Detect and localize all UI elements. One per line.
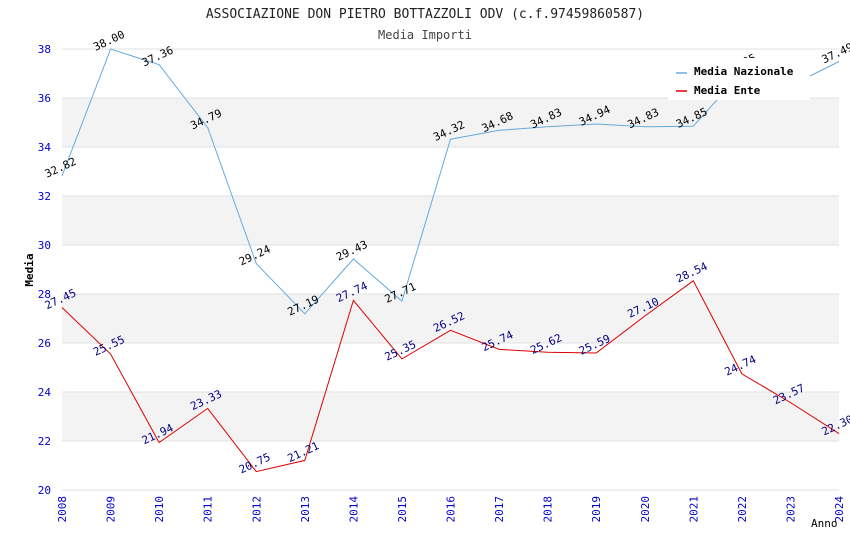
y-axis-ticks: 20 22 24 26 28 30 32 34 36 38 [38,43,52,497]
legend-label-media-ente: Media Ente [694,84,761,97]
chart-title: ASSOCIAZIONE DON PIETRO BOTTAZZOLI ODV (… [206,7,644,22]
x-tick-label: 2008 [56,496,69,523]
series-group [61,48,840,473]
x-tick-label: 2012 [250,496,263,523]
y-tick-label: 30 [38,239,51,252]
grid-band [62,441,839,490]
grid-bands [62,49,839,490]
x-tick-label: 2009 [105,496,118,523]
x-axis-ticks: 2008 2009 2010 2011 2012 2013 2014 2015 2016 2017… [56,496,846,523]
y-tick-label: 32 [38,190,51,203]
legend-background [668,58,810,100]
series-line-media-nazionale [61,48,840,315]
y-tick-label: 22 [38,435,51,448]
y-tick-label: 34 [38,141,52,154]
x-tick-label: 2022 [736,496,749,523]
y-tick-label: 26 [38,337,51,350]
x-tick-label: 2013 [299,496,312,523]
y-tick-label: 38 [38,43,51,56]
legend: Media Nazionale Media Ente [668,58,810,100]
x-tick-label: 2014 [347,496,360,523]
y-axis-label: Media [23,253,36,286]
y-tick-label: 20 [38,484,51,497]
x-tick-label: 2021 [687,496,700,523]
x-tick-label: 2020 [639,496,652,523]
x-axis-label: Anno [811,517,838,530]
y-tick-label: 28 [38,288,51,301]
x-tick-label: 2010 [153,496,166,523]
y-tick-label: 36 [38,92,51,105]
grid-band [62,294,839,343]
x-tick-label: 2011 [202,496,215,523]
legend-label-media-nazionale: Media Nazionale [694,65,794,78]
x-tick-label: 2015 [396,496,409,523]
x-tick-label: 2017 [493,496,506,523]
grid-band [62,392,839,441]
x-tick-label: 2016 [445,496,458,523]
chart-subtitle: Media Importi [378,28,472,42]
gridlines [62,48,839,491]
grid-band [62,245,839,294]
grid-band [62,343,839,392]
y-tick-label: 24 [38,386,52,399]
grid-band [62,196,839,245]
grid-band [62,147,839,196]
series-line-media-ente [61,280,840,473]
x-tick-label: 2019 [590,496,603,523]
x-tick-label: 2018 [542,496,555,523]
x-tick-label: 2023 [784,496,797,523]
x-tick-label: 2024 [833,496,846,523]
